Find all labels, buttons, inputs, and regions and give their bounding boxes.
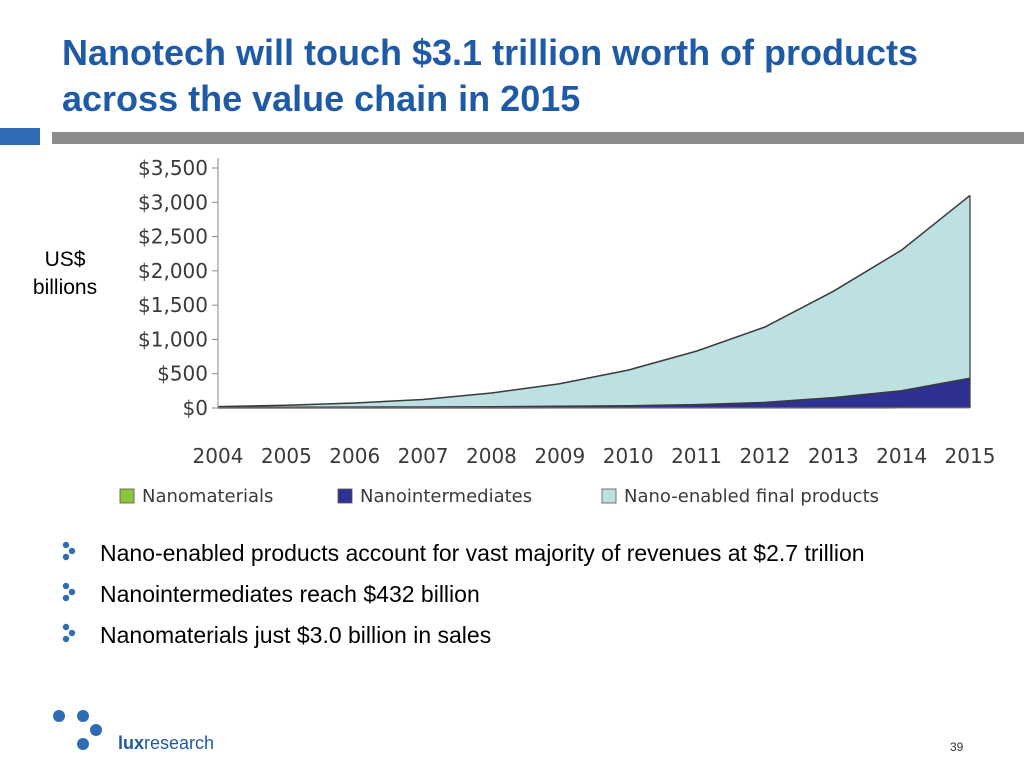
bullet-text: Nano-enabled products account for vast m… [100, 540, 865, 566]
x-tick-label: 2004 [193, 444, 244, 468]
x-tick-label: 2005 [261, 444, 312, 468]
chevron-bullet-icon [62, 582, 76, 602]
slide-title: Nanotech will touch $3.1 trillion worth … [62, 32, 919, 119]
stacked-area-chart: $0 $500 $1,000 $1,500 $2,000 $2,500 $3,000 $3,5… [119, 156, 996, 507]
y-tick-label: $3,000 [138, 190, 208, 214]
title-divider [52, 132, 1024, 144]
bullet-text: Nanomaterials just $3.0 billion in sales [100, 622, 492, 648]
y-tick-label: $1,500 [138, 293, 208, 317]
x-tick-label: 2015 [945, 444, 996, 468]
title-accent-bar [0, 128, 40, 145]
brand-wordmark: luxresearch [118, 733, 215, 753]
x-tick-label: 2006 [329, 444, 380, 468]
bullet-item: Nanomaterials just $3.0 billion in sales [62, 620, 962, 651]
x-tick-label: 2008 [466, 444, 517, 468]
bullet-item: Nanointermediates reach $432 billion [62, 579, 962, 610]
area-nano-enabled-final-products [218, 195, 970, 408]
series-line-nanointermediates [217, 377, 971, 409]
legend-label: Nanomaterials [142, 486, 273, 507]
y-tick-label: $0 [183, 396, 208, 420]
x-tick-label: 2011 [671, 444, 722, 468]
legend-swatch [601, 488, 617, 504]
chevron-bullet-icon [62, 623, 76, 643]
x-tick-label: 2010 [603, 444, 654, 468]
legend-swatch [337, 488, 353, 504]
page-number: 39 [950, 740, 964, 754]
bullet-item: Nano-enabled products account for vast m… [62, 538, 962, 569]
y-tick-label: $2,500 [138, 225, 208, 249]
legend-label: Nanointermediates [360, 486, 532, 507]
x-tick-label: 2007 [398, 444, 449, 468]
legend-swatch [119, 488, 135, 504]
y-tick-label: $500 [157, 362, 208, 386]
x-tick-label: 2013 [808, 444, 859, 468]
chevron-bullet-icon [62, 541, 76, 561]
y-axis-units: US$ billions [32, 248, 98, 299]
area-nanointermediates [218, 378, 970, 408]
x-tick-label: 2014 [876, 444, 927, 468]
y-tick-label: $2,000 [138, 259, 208, 283]
x-tick-label: 2009 [534, 444, 585, 468]
series-line-nano-enabled-final-products [217, 194, 971, 408]
luxresearch-logo-icon [53, 710, 102, 750]
x-tick-label: 2012 [739, 444, 790, 468]
bullet-list: Nano-enabled products account for vast m… [62, 538, 962, 661]
legend-label: Nano-enabled final products [624, 486, 879, 507]
y-tick-label: $1,000 [138, 327, 208, 351]
bullet-text: Nanointermediates reach $432 billion [100, 581, 480, 607]
y-tick-label: $3,500 [138, 156, 208, 180]
